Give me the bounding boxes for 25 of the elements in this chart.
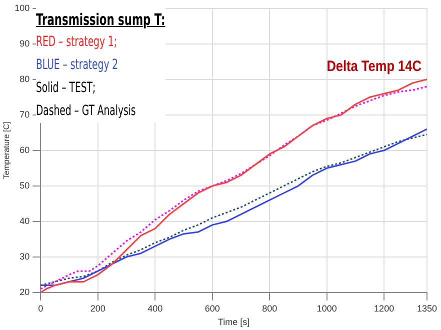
y-tick-label: 100 [14, 2, 30, 13]
x-tick-label: 600 [204, 303, 220, 314]
y-tick-label: 70 [20, 109, 30, 120]
y-tick-label: 50 [20, 180, 30, 190]
annotation: BLUE – strategy 2 [36, 56, 120, 75]
x-tick-label: 1000 [316, 303, 337, 314]
x-tick-label: 1200 [374, 303, 394, 314]
x-tick-label: 1350 [416, 303, 438, 314]
x-tick-label: 200 [90, 303, 106, 314]
y-axis-title: Temperature [C] [2, 122, 12, 180]
annotation: Transmission sump T: [36, 9, 166, 31]
y-tick-label: 80 [20, 74, 30, 84]
x-tick-label: 400 [148, 303, 163, 314]
y-tick-label: 30 [20, 251, 30, 262]
y-tick-label: 40 [20, 216, 30, 226]
x-axis-title: Time [s] [218, 317, 250, 328]
y-tick-label: 90 [20, 38, 30, 48]
x-tick-label: 0 [38, 303, 44, 314]
y-tick-label: 60 [20, 144, 30, 155]
annotation: Delta Temp 14C [326, 58, 421, 75]
y-tick-label: 20 [20, 286, 30, 297]
x-tick-label: 800 [262, 303, 278, 314]
annotation: Dashed – GT Analysis [36, 102, 137, 121]
annotation: RED – strategy 1; [36, 33, 118, 52]
annotation: Solid – TEST; [36, 79, 97, 98]
